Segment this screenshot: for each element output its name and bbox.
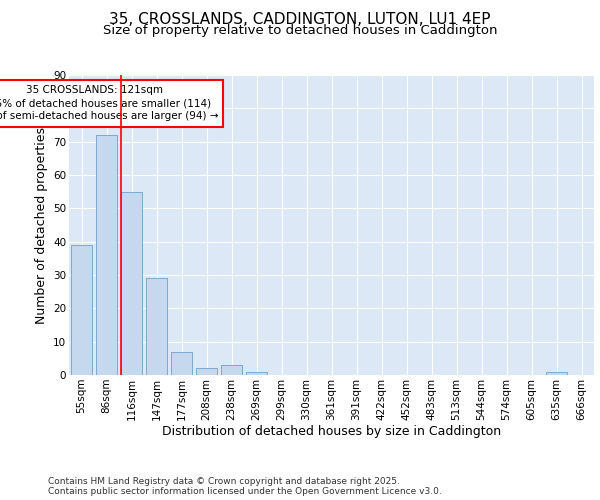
X-axis label: Distribution of detached houses by size in Caddington: Distribution of detached houses by size … (162, 426, 501, 438)
Bar (171, 352, 192, 375)
Text: 35, CROSSLANDS, CADDINGTON, LUTON, LU1 4EP: 35, CROSSLANDS, CADDINGTON, LUTON, LU1 4… (109, 12, 491, 28)
Y-axis label: Number of detached properties: Number of detached properties (35, 126, 47, 324)
Text: Size of property relative to detached houses in Caddington: Size of property relative to detached ho… (103, 24, 497, 37)
Bar (96, 135, 117, 375)
Text: Contains HM Land Registry data © Crown copyright and database right 2025.: Contains HM Land Registry data © Crown c… (48, 478, 400, 486)
Bar (546, 372, 567, 375)
Bar (71, 245, 92, 375)
Bar (246, 372, 267, 375)
Bar (146, 278, 167, 375)
Bar (221, 365, 242, 375)
Bar (196, 368, 217, 375)
Text: 35 CROSSLANDS: 121sqm
← 55% of detached houses are smaller (114)
45% of semi-det: 35 CROSSLANDS: 121sqm ← 55% of detached … (0, 85, 218, 122)
Text: Contains public sector information licensed under the Open Government Licence v3: Contains public sector information licen… (48, 488, 442, 496)
Bar (121, 192, 142, 375)
